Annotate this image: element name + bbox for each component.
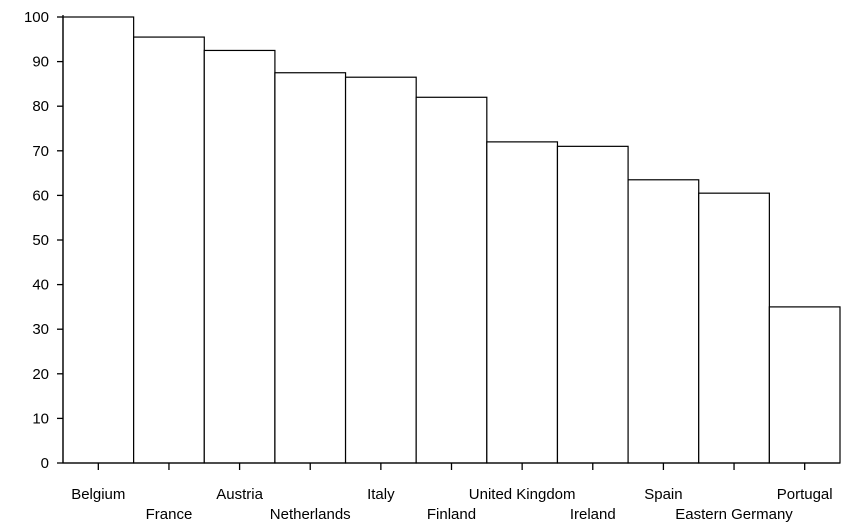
bar-france bbox=[133, 36, 205, 464]
y-tick-label: 100 bbox=[24, 9, 49, 26]
y-tick-label: 0 bbox=[41, 455, 49, 472]
bar-belgium bbox=[62, 16, 135, 464]
y-tick-label: 70 bbox=[32, 143, 49, 160]
bar-portugal bbox=[768, 306, 841, 464]
x-tick-label: Belgium bbox=[71, 486, 125, 503]
bar-italy bbox=[344, 76, 417, 464]
bar-spain bbox=[627, 179, 700, 464]
y-tick-label: 80 bbox=[32, 98, 49, 115]
x-tick-label: Ireland bbox=[570, 506, 616, 523]
bar-ireland bbox=[556, 145, 629, 464]
x-tick-label: Finland bbox=[427, 506, 476, 523]
y-tick-label: 40 bbox=[32, 277, 49, 294]
y-tick-label: 10 bbox=[32, 410, 49, 427]
bar-finland bbox=[415, 96, 488, 464]
y-tick-label: 30 bbox=[32, 321, 49, 338]
x-tick-label: Eastern Germany bbox=[675, 506, 793, 523]
bars-group bbox=[62, 16, 841, 464]
x-tick-label: Italy bbox=[367, 486, 395, 503]
x-tick-label: Spain bbox=[644, 486, 682, 503]
x-tick-label: Portugal bbox=[777, 486, 833, 503]
x-tick-label: Netherlands bbox=[270, 506, 351, 523]
y-tick-label: 90 bbox=[32, 54, 49, 71]
x-tick-label: Austria bbox=[216, 486, 263, 503]
x-tick-label: France bbox=[146, 506, 193, 523]
y-tick-label: 20 bbox=[32, 366, 49, 383]
y-tick-label: 50 bbox=[32, 232, 49, 249]
x-axis-labels: Belgium France Austria Netherlands Italy Finl… bbox=[71, 463, 833, 523]
bar-netherlands bbox=[274, 72, 347, 464]
bar-austria bbox=[203, 49, 276, 464]
y-axis-ticks: 0 10 20 30 40 50 60 70 80 90 100 bbox=[24, 9, 63, 472]
x-tick-label: United Kingdom bbox=[469, 486, 576, 503]
bar-eastern-germany bbox=[698, 192, 770, 464]
y-tick-label: 60 bbox=[32, 187, 49, 204]
bar-united-kingdom bbox=[486, 141, 559, 464]
